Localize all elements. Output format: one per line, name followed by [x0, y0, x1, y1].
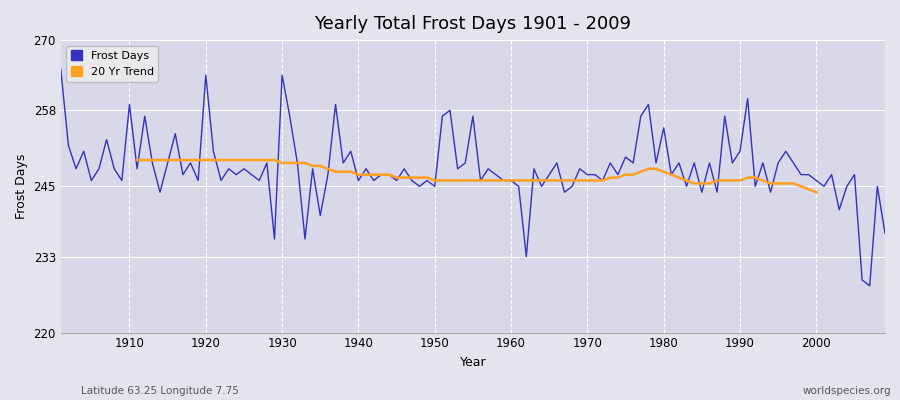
X-axis label: Year: Year [460, 356, 486, 369]
Text: worldspecies.org: worldspecies.org [803, 386, 891, 396]
Legend: Frost Days, 20 Yr Trend: Frost Days, 20 Yr Trend [67, 46, 158, 82]
Text: Latitude 63.25 Longitude 7.75: Latitude 63.25 Longitude 7.75 [81, 386, 239, 396]
Title: Yearly Total Frost Days 1901 - 2009: Yearly Total Frost Days 1901 - 2009 [314, 15, 632, 33]
Y-axis label: Frost Days: Frost Days [15, 154, 28, 219]
